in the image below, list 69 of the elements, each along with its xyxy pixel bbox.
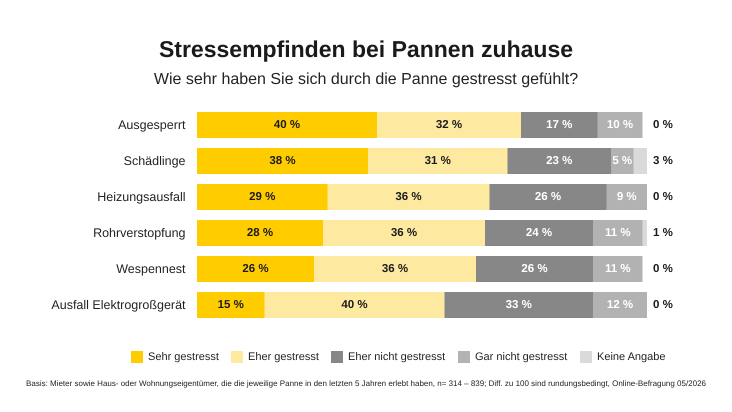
bar xyxy=(264,292,444,318)
data-label: 17 % xyxy=(546,119,572,131)
data-label: 15 % xyxy=(218,299,244,311)
data-label: 26 % xyxy=(521,263,548,275)
bar xyxy=(197,256,314,282)
bar xyxy=(377,112,521,138)
bar xyxy=(197,220,323,246)
bar xyxy=(314,256,476,282)
bar xyxy=(328,184,490,210)
y-tick-label: Rohrverstopfung xyxy=(93,226,186,240)
data-label: 26 % xyxy=(534,191,562,203)
data-label: 3 % xyxy=(653,155,673,167)
data-label: 23 % xyxy=(546,155,572,167)
bar xyxy=(323,220,485,246)
data-label: 36 % xyxy=(390,227,418,239)
y-tick-label: Heizungsausfall xyxy=(97,190,186,204)
data-label: 24 % xyxy=(526,227,552,239)
legend-label: Sehr gestresst xyxy=(148,351,219,363)
bar xyxy=(634,148,647,174)
data-label: 0 % xyxy=(653,191,673,203)
bar xyxy=(476,256,593,282)
data-label: 0 % xyxy=(653,299,673,311)
bar xyxy=(606,184,647,210)
bar xyxy=(368,148,508,174)
legend-label: Keine Angabe xyxy=(597,351,666,363)
bar xyxy=(598,112,642,138)
legend-label: Gar nicht gestresst xyxy=(475,351,568,363)
data-label: 26 % xyxy=(242,263,269,275)
data-label: 12 % xyxy=(606,299,634,311)
bar xyxy=(485,220,593,246)
bar xyxy=(197,112,377,138)
data-label: 40 % xyxy=(341,299,368,311)
data-label: 36 % xyxy=(395,191,422,203)
bar xyxy=(444,292,593,318)
data-label: 9 % xyxy=(616,191,637,203)
data-label: 1 % xyxy=(653,227,673,239)
data-label: 31 % xyxy=(424,155,451,167)
y-tick-label: Wespennest xyxy=(116,262,186,276)
y-tick-label: Schädlinge xyxy=(124,154,186,168)
chart-subtitle: Wie sehr haben Sie sich durch die Panne gestresst gefühlt? xyxy=(154,71,578,88)
bar xyxy=(593,292,647,318)
data-label: 11 % xyxy=(604,263,631,275)
text: Basis: Mieter sowie Haus- oder Wohnungseigentümer, die die jeweilige Panne in den letzten 5 Jahren erlebt haben, n= 314 – 839; Diff. zu 100 sind rundungsbedingt, Online-Befragung 05/2026 xyxy=(26,379,707,388)
y-tick-label: Ausgesperrt xyxy=(118,118,186,132)
data-label: 32 % xyxy=(436,119,462,131)
data-label: 0 % xyxy=(653,263,673,275)
legend-label: Eher gestresst xyxy=(248,351,319,363)
y-tick-label: Ausfall Elektrogroßgerät xyxy=(51,298,186,312)
bar xyxy=(197,292,264,318)
data-label: 38 % xyxy=(269,155,296,167)
bar xyxy=(508,148,611,174)
bar xyxy=(593,220,642,246)
bar xyxy=(593,256,642,282)
data-label: 36 % xyxy=(382,263,408,275)
data-label: 0 % xyxy=(653,119,673,131)
bar xyxy=(197,184,328,210)
bar xyxy=(197,148,368,174)
data-label: 10 % xyxy=(606,119,634,131)
data-label: 33 % xyxy=(506,299,532,311)
legend-label: Eher nicht gestresst xyxy=(348,351,446,363)
data-label: 29 % xyxy=(249,191,276,203)
chart-title: Stressempfinden bei Pannen zuhause xyxy=(158,36,574,62)
data-label: 5 % xyxy=(612,155,632,167)
data-label: 11 % xyxy=(604,227,631,239)
bar xyxy=(521,112,598,138)
bar xyxy=(490,184,606,210)
data-label: 28 % xyxy=(246,227,274,239)
bar xyxy=(642,220,647,246)
data-label: 40 % xyxy=(274,119,300,131)
